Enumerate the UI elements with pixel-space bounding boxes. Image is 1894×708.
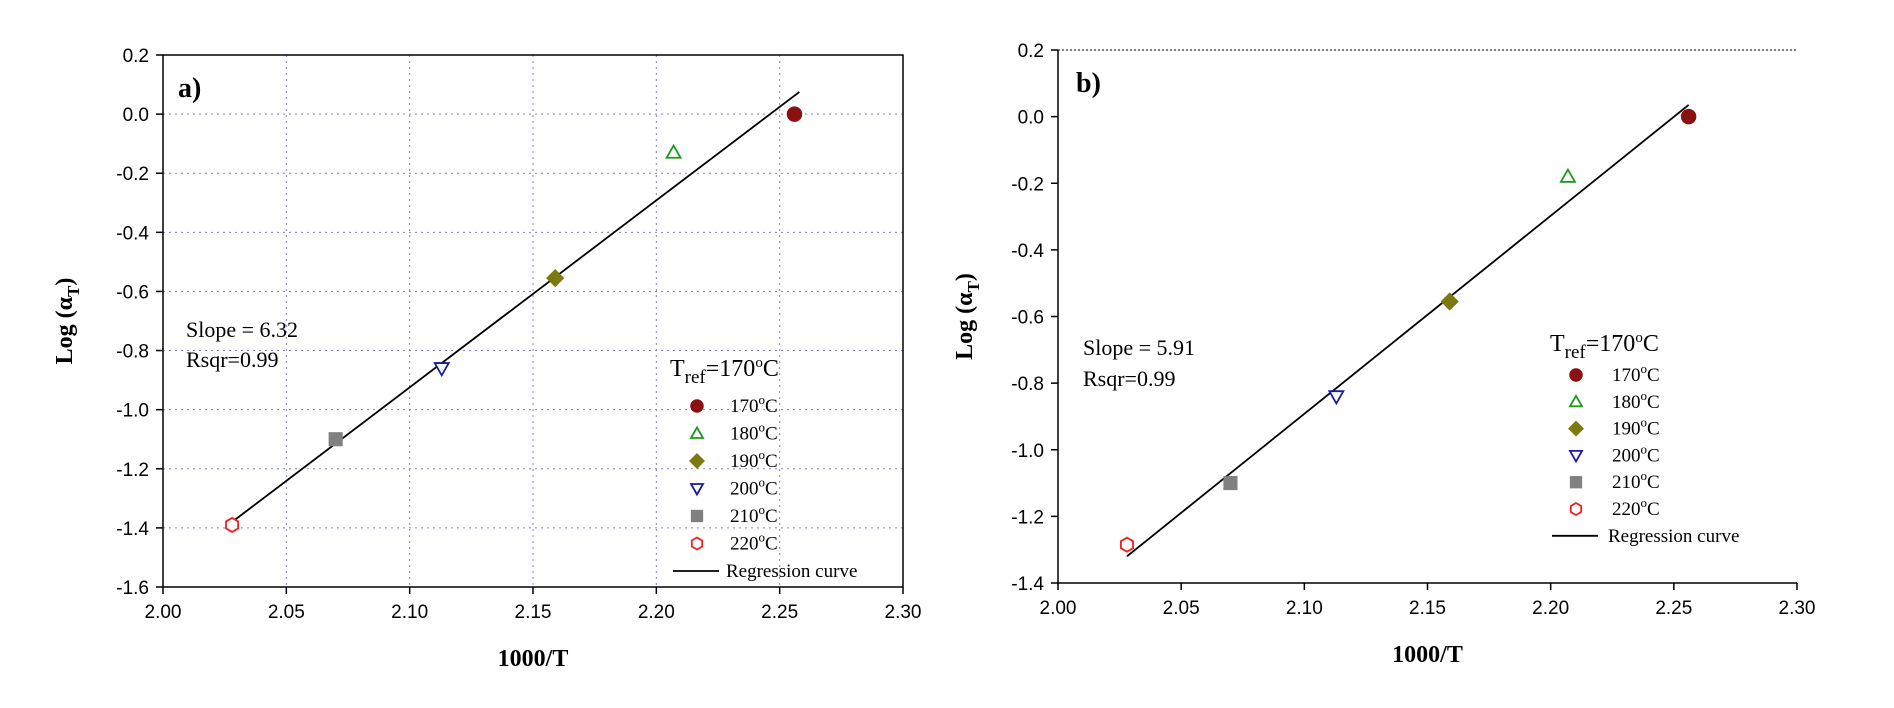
legend-label-220: 220oC bbox=[1612, 495, 1660, 520]
legend-label-170: 170oC bbox=[730, 392, 778, 417]
y-tick-label: 0.0 bbox=[123, 105, 149, 126]
data-point-170 bbox=[1680, 108, 1697, 125]
y-tick-label: -0.4 bbox=[1011, 241, 1044, 262]
legend-marker-210 bbox=[1569, 476, 1583, 489]
y-tick-label: -1.0 bbox=[116, 401, 149, 422]
x-tick-label: 2.20 bbox=[1532, 598, 1569, 619]
data-point-180 bbox=[1559, 167, 1577, 183]
y-axis-title-sub: T bbox=[64, 285, 83, 297]
x-tick-label: 2.10 bbox=[1286, 598, 1323, 619]
chart-panel-a: 2.00 2.05 2.10 2.15 2.20 2.25 2.30 0.2 0.0 -0.2 -0… bbox=[52, 46, 921, 672]
legend-label-regression: Regression curve bbox=[726, 561, 857, 582]
legend-marker-190 bbox=[1568, 420, 1584, 437]
data-point-220 bbox=[1120, 536, 1134, 553]
y-axis-title-sub: T bbox=[964, 280, 983, 292]
legend-marker-180 bbox=[689, 425, 705, 439]
data-point-210 bbox=[328, 432, 343, 447]
legend-marker-200 bbox=[689, 483, 705, 497]
data-point-200 bbox=[433, 362, 451, 378]
rsqr-annotation: Rsqr=0.99 bbox=[1083, 366, 1175, 391]
x-tick-label: 2.25 bbox=[761, 602, 798, 623]
data-point-200 bbox=[1327, 390, 1345, 406]
x-axis-title: 1000/T bbox=[1392, 642, 1463, 668]
x-tick-label: 2.30 bbox=[885, 602, 922, 623]
y-axis-title-close: ) bbox=[952, 273, 978, 281]
x-tick-label: 2.15 bbox=[1409, 598, 1446, 619]
y-tick-label: 0.2 bbox=[123, 46, 149, 67]
data-point-190 bbox=[1440, 292, 1459, 311]
x-tick-label: 2.20 bbox=[638, 602, 675, 623]
y-tick-label: -0.6 bbox=[116, 282, 149, 303]
legend-marker-220 bbox=[690, 536, 704, 551]
legend-label-190: 190oC bbox=[730, 447, 778, 472]
data-point-190 bbox=[546, 269, 565, 288]
legend-label-180: 180oC bbox=[730, 420, 778, 445]
legend-marker-170 bbox=[1569, 368, 1583, 382]
data-point-170 bbox=[786, 106, 803, 122]
legend-marker-180 bbox=[1568, 393, 1584, 408]
legend-label-180: 180oC bbox=[1612, 388, 1660, 413]
legend-title: Tref=170oC bbox=[670, 355, 779, 388]
y-axis-title: Log (αT) bbox=[952, 273, 983, 360]
x-axis-title: 1000/T bbox=[498, 646, 569, 672]
slope-annotation: Slope = 6.32 bbox=[186, 317, 298, 342]
rsqr-annotation: Rsqr=0.99 bbox=[186, 347, 278, 372]
y-tick-label: -1.0 bbox=[1011, 441, 1044, 462]
y-axis-title-main: Log (α bbox=[52, 296, 78, 364]
chart-panel-b: 2.00 2.05 2.10 2.15 2.20 2.25 2.30 0.2 0.0 -0.2 -0… bbox=[952, 41, 1815, 668]
legend-label-190: 190oC bbox=[1612, 415, 1660, 440]
x-tick-label: 2.15 bbox=[515, 602, 552, 623]
x-tick-label: 2.30 bbox=[1779, 598, 1816, 619]
y-axis-title: Log (αT) bbox=[52, 278, 83, 365]
x-tick-label: 2.10 bbox=[391, 602, 428, 623]
legend-label-200: 200oC bbox=[1612, 441, 1660, 466]
y-tick-label: 0.0 bbox=[1018, 108, 1044, 129]
x-tick-label: 2.00 bbox=[145, 602, 182, 623]
data-point-220 bbox=[225, 516, 240, 533]
y-tick-label: -1.6 bbox=[116, 578, 149, 599]
regression-line bbox=[231, 91, 800, 523]
legend-marker-200 bbox=[1568, 449, 1584, 464]
y-tick-label: -0.8 bbox=[116, 342, 149, 363]
y-tick-label: -1.4 bbox=[1011, 574, 1044, 595]
y-axis-title-main: Log (α bbox=[952, 292, 978, 360]
regression-line bbox=[1126, 104, 1690, 558]
data-point-180 bbox=[665, 143, 683, 159]
y-tick-label: -1.2 bbox=[1011, 507, 1044, 528]
y-tick-label: -0.6 bbox=[1011, 308, 1044, 329]
gridlines bbox=[163, 55, 903, 587]
legend-label-210: 210oC bbox=[730, 502, 778, 527]
y-tick-label: -0.2 bbox=[116, 164, 149, 185]
legend-title: Tref=170oC bbox=[1550, 330, 1659, 363]
y-axis-title-close: ) bbox=[52, 278, 78, 286]
legend-label-200: 200oC bbox=[730, 475, 778, 500]
x-tick-label: 2.05 bbox=[268, 602, 305, 623]
legend: Tref=170oC170oC180oC190oC200oC210oC220oC… bbox=[1550, 330, 1739, 547]
y-tick-label: -0.4 bbox=[116, 223, 149, 244]
data-point-210 bbox=[1223, 476, 1238, 491]
x-tick-label: 2.25 bbox=[1655, 598, 1692, 619]
legend-marker-210 bbox=[690, 509, 704, 523]
slope-annotation: Slope = 5.91 bbox=[1083, 335, 1195, 360]
panel-label: b) bbox=[1076, 68, 1101, 99]
legend-marker-220 bbox=[1569, 501, 1583, 517]
legend-label-210: 210oC bbox=[1612, 468, 1660, 493]
y-tick-label: -1.4 bbox=[116, 519, 149, 540]
legend-label-regression: Regression curve bbox=[1608, 526, 1739, 547]
panel-label: a) bbox=[178, 73, 201, 104]
x-tick-label: 2.00 bbox=[1040, 598, 1077, 619]
y-tick-label: -1.2 bbox=[116, 460, 149, 481]
legend-label-220: 220oC bbox=[730, 530, 778, 555]
y-tick-label: 0.2 bbox=[1018, 41, 1044, 62]
x-tick-label: 2.05 bbox=[1163, 598, 1200, 619]
y-tick-label: -0.2 bbox=[1011, 174, 1044, 195]
y-tick-label: -0.8 bbox=[1011, 374, 1044, 395]
legend-label-170: 170oC bbox=[1612, 361, 1660, 386]
legend-marker-190 bbox=[689, 453, 705, 469]
legend-marker-170 bbox=[690, 399, 704, 413]
